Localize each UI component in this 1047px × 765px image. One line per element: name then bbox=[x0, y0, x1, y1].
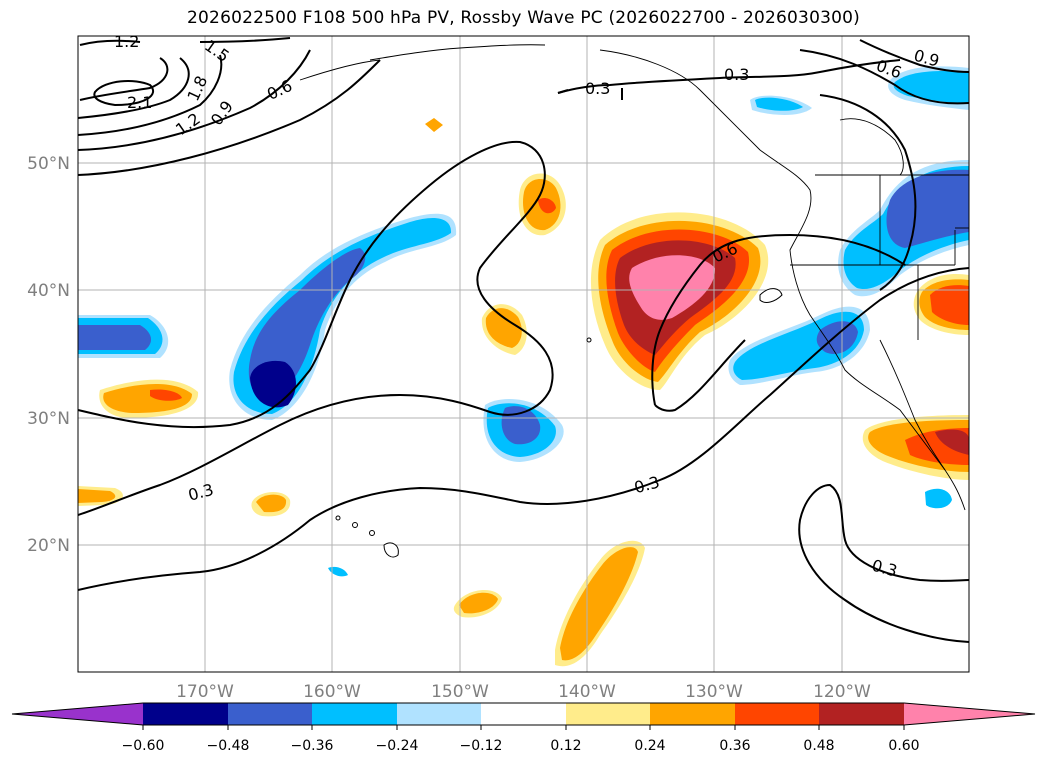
coastlines bbox=[299, 44, 969, 511]
colorbar-tick-label: −0.12 bbox=[460, 738, 503, 754]
colorbar-segment bbox=[735, 703, 819, 725]
colorbar-segment bbox=[481, 703, 566, 725]
islands bbox=[335, 288, 783, 558]
colorbar-ticks bbox=[142, 725, 905, 730]
lat-label-20n: 20°N bbox=[27, 536, 70, 556]
contour-label: 2.1 bbox=[127, 93, 152, 112]
lon-label-140w: 140°W bbox=[558, 682, 616, 702]
lon-label-150w: 150°W bbox=[431, 682, 489, 702]
colorbar-tick-label: 0.48 bbox=[803, 738, 834, 754]
map-frame bbox=[77, 35, 970, 673]
colorbar-tick-label: −0.24 bbox=[376, 738, 419, 754]
contour-label: 0.3 bbox=[585, 79, 610, 98]
colorbar-tick-label: 0.12 bbox=[550, 738, 581, 754]
colorbar-tick-label: −0.48 bbox=[207, 738, 250, 754]
lon-label-160w: 160°W bbox=[303, 682, 361, 702]
colorbar-segment bbox=[650, 703, 735, 725]
latitude-labels: 50°N 40°N 30°N 20°N bbox=[27, 154, 70, 556]
colorbar-segment bbox=[312, 703, 397, 725]
lon-label-120w: 120°W bbox=[813, 682, 871, 702]
longitude-labels: 170°W 160°W 150°W 140°W 130°W 120°W bbox=[176, 682, 871, 702]
lat-label-40n: 40°N bbox=[27, 281, 70, 301]
graticule bbox=[78, 36, 969, 672]
colorbar-tick-label: −0.60 bbox=[122, 738, 165, 754]
contour-label: 0.3 bbox=[724, 65, 749, 84]
island-oahu bbox=[352, 522, 358, 528]
island-misc bbox=[586, 337, 592, 343]
colorbar-tick-label: 0.60 bbox=[888, 738, 919, 754]
colorbar-segment bbox=[397, 703, 481, 725]
colorbar-extend-high bbox=[904, 703, 1035, 725]
lon-label-170w: 170°W bbox=[176, 682, 234, 702]
island-maui bbox=[369, 530, 375, 536]
colorbar-tick-label: 0.24 bbox=[634, 738, 665, 754]
colorbar-tick-label: −0.36 bbox=[291, 738, 334, 754]
colorbar-extend-low bbox=[12, 703, 143, 725]
pv-anomaly-shading bbox=[78, 66, 969, 667]
colorbar-segment bbox=[228, 703, 312, 725]
colorbar: −0.60 −0.48 −0.36 −0.24 −0.12 0.12 0.24 … bbox=[11, 702, 1036, 754]
pv-contours bbox=[78, 37, 969, 643]
colorbar-segment bbox=[143, 703, 228, 725]
colorbar-tick-label: 0.36 bbox=[719, 738, 750, 754]
colorbar-segment bbox=[819, 703, 904, 725]
contour-label: 1.2 bbox=[114, 32, 139, 51]
lon-label-130w: 130°W bbox=[685, 682, 743, 702]
lat-label-50n: 50°N bbox=[27, 154, 70, 174]
hawaii-island bbox=[383, 542, 399, 558]
map-title: 2026022500 F108 500 hPa PV, Rossby Wave … bbox=[187, 8, 860, 28]
colorbar-segment bbox=[566, 703, 650, 725]
island-kauai bbox=[335, 515, 341, 521]
island-guadalupe bbox=[759, 288, 783, 303]
lat-label-30n: 30°N bbox=[27, 409, 70, 429]
